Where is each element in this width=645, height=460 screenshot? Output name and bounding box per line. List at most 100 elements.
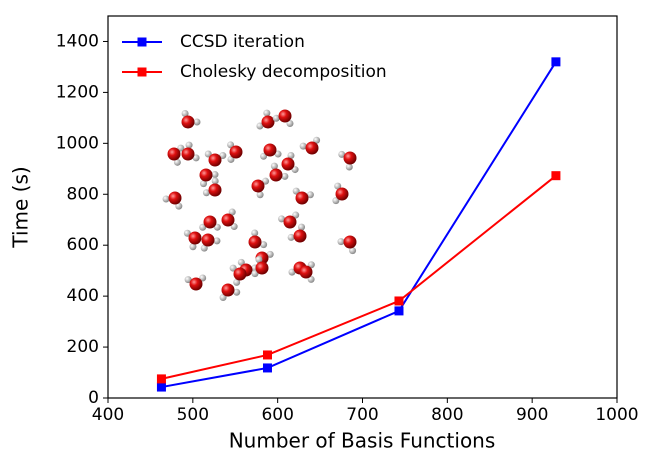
x-tick-label: 700 (346, 405, 378, 425)
hydrogen-atom (298, 223, 306, 231)
oxygen-atom (343, 235, 357, 249)
hydrogen-atom (192, 154, 200, 162)
hydrogen-atom (200, 244, 208, 252)
hydrogen-atom (292, 187, 300, 195)
hydrogen-atom (270, 162, 278, 170)
hydrogen-atom (228, 208, 236, 216)
hydrogen-atom (332, 197, 340, 205)
hydrogen-atom (262, 177, 270, 185)
hydrogen-atom (306, 191, 314, 199)
hydrogen-atom (260, 152, 268, 160)
data-point (156, 374, 166, 384)
hydrogen-atom (173, 158, 181, 166)
hydrogen-atom (338, 150, 346, 158)
hydrogen-atom (260, 241, 268, 249)
hydrogen-atom (237, 258, 245, 266)
hydrogen-atom (227, 141, 235, 149)
oxygen-atom (281, 157, 295, 171)
hydrogen-atom (288, 268, 296, 276)
hydrogen-atom (202, 189, 210, 197)
legend-marker (137, 37, 147, 47)
hydrogen-atom (349, 247, 357, 255)
data-point (394, 296, 404, 306)
oxygen-atom (167, 147, 181, 161)
hydrogen-atom (229, 264, 237, 272)
hydrogen-atom (287, 233, 295, 241)
hydrogen-atom (175, 202, 183, 210)
hydrogen-atom (256, 191, 264, 199)
oxygen-atom (221, 213, 235, 227)
hydrogen-atom (313, 136, 321, 144)
hydrogen-atom (287, 152, 295, 160)
y-tick-label: 800 (67, 184, 99, 204)
oxygen-atom (199, 168, 213, 182)
oxygen-atom (168, 191, 182, 205)
hydrogen-atom (337, 238, 345, 246)
hydrogen-atom (263, 109, 271, 117)
x-axis-label: Number of Basis Functions (229, 429, 496, 453)
hydrogen-atom (204, 150, 212, 158)
hydrogen-atom (256, 122, 264, 130)
hydrogen-atom (189, 243, 197, 251)
x-tick-label: 600 (261, 405, 293, 425)
data-point (262, 363, 272, 373)
oxygen-atom (261, 115, 275, 129)
legend-label: Cholesky decomposition (180, 62, 387, 82)
oxygen-atom (299, 265, 313, 279)
oxygen-atom (233, 267, 247, 281)
hydrogen-atom (299, 142, 307, 150)
hydrogen-atom (281, 172, 289, 180)
x-tick-label: 1000 (595, 405, 638, 425)
y-tick-label: 0 (88, 388, 99, 408)
data-point (551, 57, 561, 67)
oxygen-atom (263, 143, 277, 157)
hydrogen-atom (184, 276, 192, 284)
oxygen-atom (335, 187, 349, 201)
hydrogen-atom (266, 250, 274, 258)
oxygen-atom (181, 115, 195, 129)
x-tick-label: 900 (516, 405, 548, 425)
hydrogen-atom (272, 114, 280, 122)
hydrogen-atom (292, 211, 300, 219)
oxygen-atom (181, 147, 195, 161)
oxygen-atom (188, 231, 202, 245)
y-axis-label: Time (s) (9, 166, 33, 248)
hydrogen-atom (199, 223, 207, 231)
oxygen-atom (251, 179, 265, 193)
oxygen-atom (203, 215, 217, 229)
data-point (262, 350, 272, 360)
oxygen-atom (305, 141, 319, 155)
oxygen-atom (283, 215, 297, 229)
oxygen-atom (201, 233, 215, 247)
y-tick-label: 600 (67, 235, 99, 255)
x-tick-label: 500 (177, 405, 209, 425)
hydrogen-atom (200, 180, 208, 188)
y-tick-label: 1200 (56, 82, 99, 102)
hydrogen-atom (213, 237, 221, 245)
hydrogen-atom (162, 195, 170, 203)
hydrogen-atom (251, 270, 259, 278)
hydrogen-atom (185, 141, 193, 149)
hydrogen-atom (219, 294, 227, 302)
legend-label: CCSD iteration (180, 32, 305, 52)
hydrogen-atom (181, 109, 189, 117)
hydrogen-atom (193, 118, 201, 126)
hydrogen-atom (199, 274, 207, 282)
data-point (551, 171, 561, 181)
hydrogen-atom (211, 171, 219, 179)
hydrogen-atom (183, 229, 191, 237)
data-point (156, 382, 166, 392)
hydrogen-atom (291, 166, 299, 174)
oxygen-atom (278, 109, 292, 123)
oxygen-atom (229, 145, 243, 159)
x-tick-label: 400 (92, 405, 124, 425)
oxygen-atom (343, 151, 357, 165)
hydrogen-atom (274, 150, 282, 158)
hydrogen-atom (278, 215, 286, 223)
oxygen-atom (208, 153, 222, 167)
hydrogen-atom (286, 119, 294, 127)
hydrogen-atom (233, 288, 241, 296)
oxygen-atom (248, 235, 262, 249)
oxygen-atom (295, 191, 309, 205)
hydrogen-atom (213, 223, 221, 231)
